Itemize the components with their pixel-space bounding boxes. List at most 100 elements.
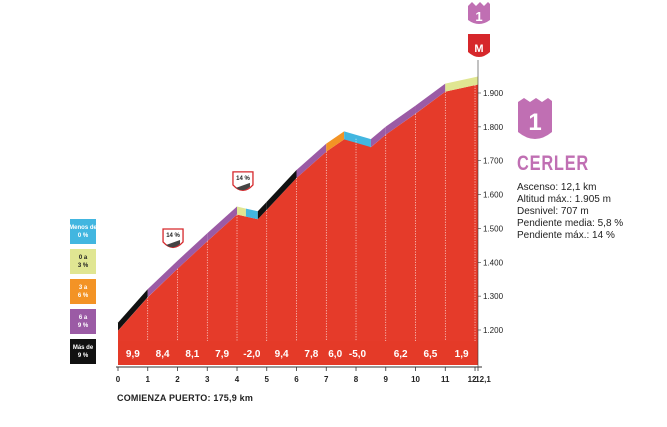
climb-stat-4: Pendiente máx.: 14 % — [517, 230, 615, 241]
gradient-stripe-0 — [118, 289, 148, 331]
gradient-label-3: 7,9 — [215, 349, 229, 360]
finish-marker-label: M — [474, 43, 483, 55]
x-tick-label-8: 8 — [354, 375, 359, 384]
gradient-stripe-9 — [326, 131, 345, 152]
x-tick-label-3: 3 — [205, 375, 210, 384]
axes: 0 1 2 3 4 5 6 7 8 9 10 11 1212,11.2001.3001.4001.500… — [116, 60, 504, 384]
legend-label-0a3-0: 0 a — [79, 255, 88, 261]
legend-label-6a9-1: 9 % — [78, 323, 89, 329]
gradient-labels: 9,9 8,4 8,1 7,9 -2,0 9,4 7,8 6,0 -5,0 6,2 6,5 1,9 — [126, 349, 469, 360]
gradient-label-8: 7,8 — [304, 349, 318, 360]
x-tick-label-5: 5 — [265, 375, 270, 384]
climb-number-badge-small: 1 — [468, 2, 490, 24]
climb-stat-2: Desnivel: 707 m — [517, 206, 589, 217]
steep-marker-1: 14 % — [232, 171, 254, 192]
steep-marker-0: 14 % — [162, 228, 184, 249]
legend-item-3a6: 3 a6 % — [70, 279, 96, 304]
gradient-label-14: 1,9 — [455, 349, 469, 360]
gradient-label-10: -5,0 — [349, 349, 367, 360]
legend-label-0a3-1: 3 % — [78, 263, 89, 269]
gradient-legend: Menos de0 %0 a3 %3 a6 %6 a9 %Más de9 % — [69, 219, 97, 364]
x-tick-label-10: 10 — [411, 375, 420, 384]
profile-fill — [118, 84, 478, 365]
legend-swatch-6a9 — [70, 309, 96, 334]
legend-swatch-3a6 — [70, 279, 96, 304]
gradient-stripe-3 — [207, 206, 238, 242]
legend-label-mas9-1: 9 % — [78, 353, 89, 359]
y-tick-label-1: 1.300 — [483, 292, 504, 301]
legend-item-6a9: 6 a9 % — [70, 309, 96, 334]
x-tick-label-1: 1 — [146, 375, 151, 384]
climb-info: CERLER Ascenso: 12,1 km Altitud máx.: 1.9… — [517, 152, 667, 242]
gradient-stripe-6 — [257, 201, 267, 220]
gradient-label-2: 8,1 — [185, 349, 199, 360]
y-tick-label-0: 1.200 — [483, 326, 504, 335]
climb-number-badge-large: 1 — [518, 98, 552, 139]
x-tick-label-13: 12,1 — [475, 375, 491, 384]
legend-swatch-mas9 — [70, 339, 96, 364]
x-tick-label-9: 9 — [384, 375, 389, 384]
legend-label-6a9-0: 6 a — [79, 315, 88, 321]
climb-stat-0: Ascenso: 12,1 km — [517, 182, 597, 193]
start-note: COMIENZA PUERTO: 175,9 km — [117, 393, 253, 403]
gradient-stripe-8 — [296, 143, 327, 178]
climb-stats: Ascenso: 12,1 km Altitud máx.: 1.905 m Des… — [517, 182, 667, 242]
gradient-stripe-4 — [237, 206, 246, 217]
gradient-stripe-10 — [344, 131, 371, 148]
gradient-label-9: 6,0 — [328, 349, 342, 360]
x-tick-label-6: 6 — [294, 375, 299, 384]
legend-label-mas9-0: Más de — [73, 345, 94, 351]
y-tick-label-3: 1.500 — [483, 224, 504, 233]
gradient-stripe-13 — [415, 83, 446, 114]
gradient-label-0: 9,9 — [126, 349, 140, 360]
y-tick-label-6: 1.800 — [483, 123, 504, 132]
y-tick-label-5: 1.700 — [483, 157, 504, 166]
y-tick-label-2: 1.400 — [483, 258, 504, 267]
km-gridlines — [147, 85, 476, 365]
gradient-stripe-12 — [385, 105, 416, 135]
climb-number-small: 1 — [475, 9, 482, 24]
gradient-label-12: 6,2 — [394, 349, 408, 360]
climb-stat-1: Altitud máx.: 1.905 m — [517, 194, 611, 205]
legend-label-menos0-0: Menos de — [69, 225, 97, 231]
steep-marker-slope-0 — [166, 239, 181, 248]
x-tick-label-4: 4 — [235, 375, 240, 384]
climb-stat-3: Pendiente media: 5,8 % — [517, 218, 624, 229]
x-tick-label-2: 2 — [175, 375, 180, 384]
legend-item-menos0: Menos de 0 % — [69, 219, 97, 244]
legend-item-0a3: 0 a3 % — [70, 249, 96, 274]
steep-marker-label-1: 14 % — [236, 176, 250, 182]
gradient-label-5: -2,0 — [243, 349, 261, 360]
steep-markers: 14 % 14 % — [162, 171, 254, 249]
gradient-label-7: 9,4 — [275, 349, 289, 360]
legend-label-3a6-1: 6 % — [78, 293, 89, 299]
y-tick-label-7: 1.900 — [483, 89, 504, 98]
gradient-stripe-11 — [370, 126, 386, 148]
gradient-stripe-5 — [245, 208, 258, 220]
legend-item-mas9: Más de 9 % — [70, 339, 96, 364]
legend-label-menos0-1: 0 % — [78, 233, 89, 239]
gradient-band — [118, 341, 478, 365]
gradient-label-13: 6,5 — [423, 349, 437, 360]
x-tick-label-11: 11 — [441, 375, 450, 384]
y-tick-label-4: 1.600 — [483, 191, 504, 200]
gradient-stripe-7 — [266, 169, 297, 210]
finish-marker: M — [468, 34, 490, 57]
climb-name: CERLER — [517, 152, 590, 175]
gradient-stripe-14 — [445, 76, 478, 92]
legend-swatch-0a3 — [70, 249, 96, 274]
profile-area — [118, 76, 478, 365]
climb-number-large: 1 — [528, 109, 541, 136]
legend-swatch-menos0 — [70, 219, 96, 244]
gradient-band-bg — [118, 341, 478, 365]
legend-label-3a6-0: 3 a — [79, 285, 88, 291]
steep-marker-label-0: 14 % — [166, 233, 180, 239]
x-tick-label-0: 0 — [116, 375, 121, 384]
gradient-stripe-2 — [177, 233, 208, 269]
gradient-label-1: 8,4 — [156, 349, 170, 360]
gradient-stripe-1 — [147, 260, 178, 298]
steep-marker-slope-1 — [235, 182, 250, 191]
x-tick-label-12: 12 — [468, 375, 477, 384]
x-tick-label-7: 7 — [324, 375, 329, 384]
